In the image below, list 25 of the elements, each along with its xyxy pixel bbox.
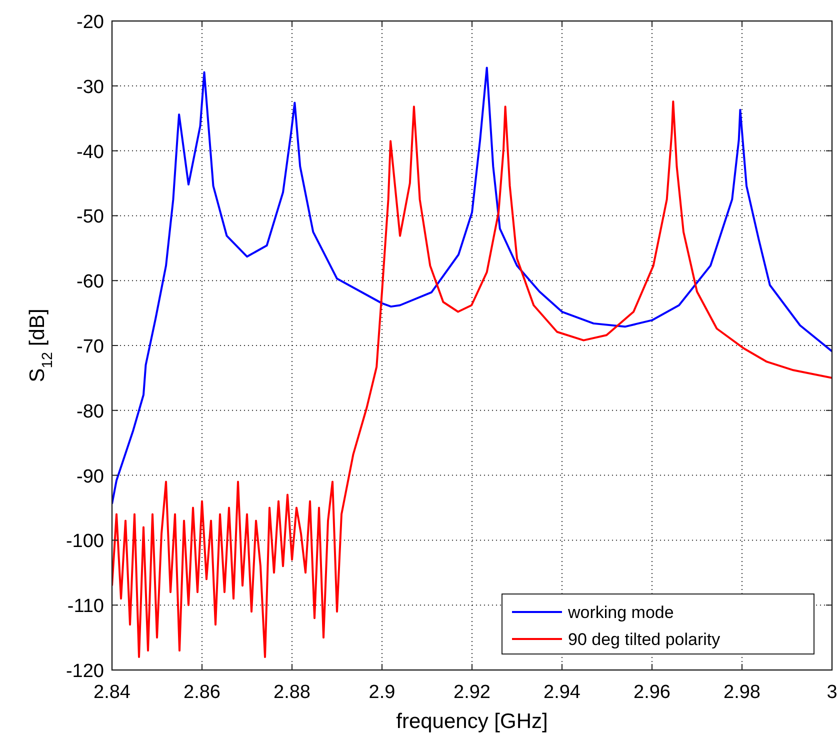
y-tick-label: -90	[76, 466, 104, 488]
y-tick-label: -120	[66, 661, 104, 682]
x-tick-label: 3	[826, 682, 838, 703]
y-tick-label: -40	[76, 142, 104, 163]
x-axis-title: frequency [GHz]	[396, 710, 548, 733]
legend-label: working mode	[567, 603, 674, 622]
y-tick-label: -70	[76, 336, 104, 358]
line-series	[112, 100, 832, 658]
line-series	[112, 66, 832, 505]
x-tick-label: 2.86	[184, 682, 220, 703]
y-tick-label: -50	[76, 206, 104, 228]
x-tick-label: 2.96	[634, 682, 670, 703]
legend-label: 90 deg tilted polarity	[568, 630, 721, 649]
x-tick-label: 2.92	[454, 682, 490, 703]
x-tick-label: 2.98	[724, 682, 760, 703]
y-tick-label: -20	[76, 12, 104, 33]
y-tick-label: -60	[76, 272, 104, 293]
x-tick-label: 2.94	[544, 682, 581, 703]
x-tick-label: 2.9	[368, 682, 396, 703]
x-tick-label: 2.88	[274, 682, 310, 703]
y-tick-label: -110	[67, 596, 104, 618]
x-tick-label: 2.84	[94, 682, 131, 703]
y-tick-label: -100	[66, 531, 104, 552]
y-tick-label: -30	[76, 76, 104, 98]
y-tick-label: -80	[76, 401, 104, 422]
